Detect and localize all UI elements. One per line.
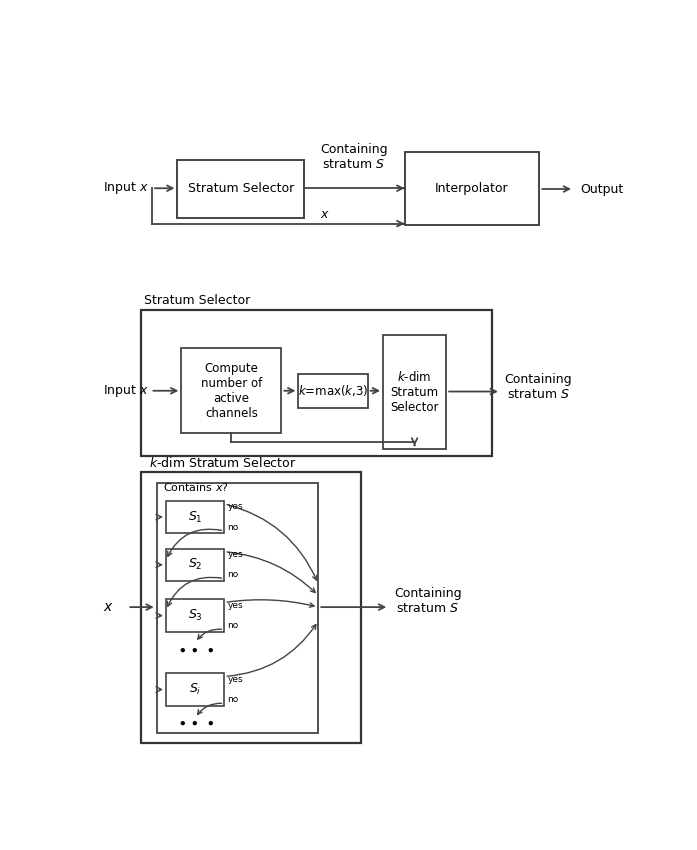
Text: $k$-dim Stratum Selector: $k$-dim Stratum Selector [149, 456, 296, 470]
Bar [166, 548, 224, 581]
Text: no: no [227, 523, 238, 531]
Text: yes: yes [227, 601, 243, 610]
Text: $x$: $x$ [320, 208, 330, 221]
Text: Input $x$: Input $x$ [102, 180, 148, 196]
Text: $S_3$: $S_3$ [187, 608, 203, 623]
Text: no: no [227, 570, 238, 580]
Bar [178, 160, 305, 218]
Bar [383, 335, 446, 449]
Text: $x$: $x$ [102, 600, 114, 614]
Text: Input $x$: Input $x$ [102, 382, 148, 399]
Text: Containing
stratum $S$: Containing stratum $S$ [505, 373, 572, 401]
Text: Compute
number of
active
channels: Compute number of active channels [201, 362, 262, 420]
Text: yes: yes [227, 502, 243, 512]
Text: $k$=max($k$,3): $k$=max($k$,3) [298, 383, 368, 399]
Text: Interpolator: Interpolator [435, 182, 509, 196]
Text: $S_2$: $S_2$ [188, 558, 202, 572]
Bar [181, 348, 282, 434]
Text: no: no [227, 621, 238, 630]
Text: Stratum Selector: Stratum Selector [144, 294, 250, 307]
Text: Output: Output [580, 183, 623, 196]
Text: Contains $x$?: Contains $x$? [163, 481, 229, 493]
Bar [404, 152, 539, 225]
Bar [166, 501, 224, 533]
Text: Containing
stratum $S$: Containing stratum $S$ [320, 144, 388, 172]
Bar [166, 599, 224, 632]
Bar [166, 673, 224, 706]
Text: yes: yes [227, 550, 243, 559]
Bar [157, 483, 319, 734]
Text: $\bullet\bullet\bullet$: $\bullet\bullet\bullet$ [176, 715, 213, 730]
Text: $S_i$: $S_i$ [189, 682, 201, 697]
Text: Stratum Selector: Stratum Selector [187, 182, 294, 196]
Text: $k$-dim
Stratum
Selector: $k$-dim Stratum Selector [390, 370, 439, 413]
Text: $S_1$: $S_1$ [187, 509, 202, 524]
Bar [298, 374, 367, 408]
Text: yes: yes [227, 675, 243, 684]
Text: Containing
stratum $S$: Containing stratum $S$ [394, 587, 461, 615]
Text: $\bullet\bullet\bullet$: $\bullet\bullet\bullet$ [176, 641, 213, 656]
Bar [141, 472, 360, 743]
Text: no: no [227, 695, 238, 704]
Bar [141, 310, 491, 456]
